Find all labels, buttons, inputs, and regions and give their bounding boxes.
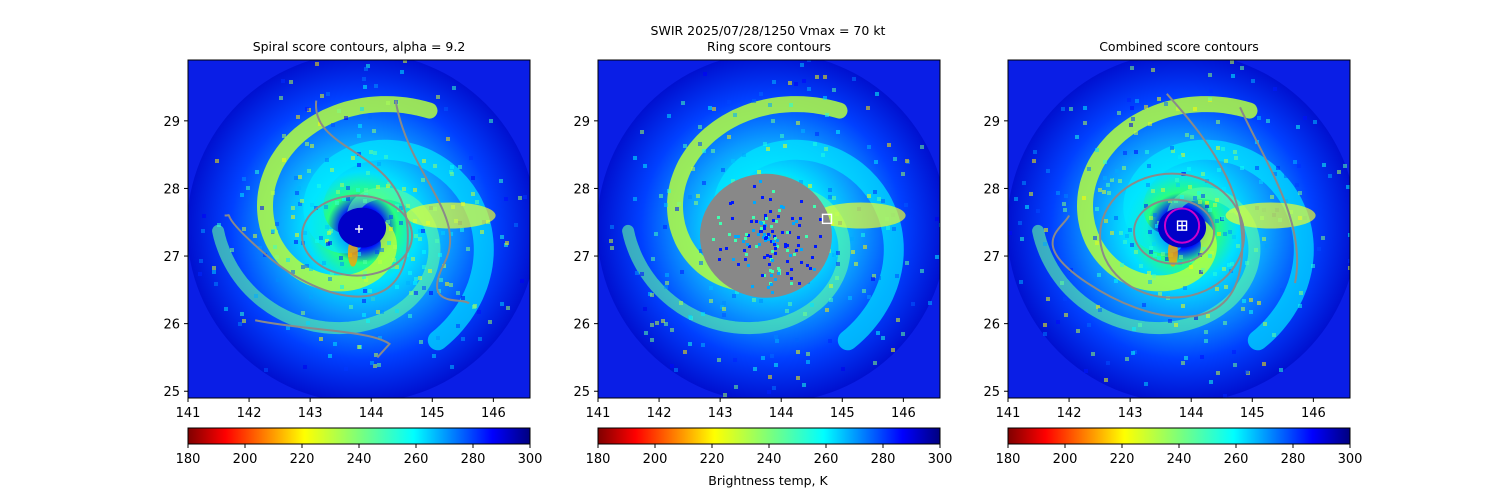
x-tick-label: 146	[481, 406, 506, 421]
panel-1: Spiral score contours, alpha = 9.2 141 142…	[163, 39, 531, 421]
colorbar-tick-label: 220	[700, 452, 725, 467]
panel-3: Combined score contours 141 142 143 144 145 14…	[983, 39, 1351, 421]
y-tick-label: 28	[983, 182, 1000, 197]
score-contours	[1051, 93, 1299, 318]
y-tick-label: 25	[983, 385, 1000, 400]
colorbar-tick-label: 260	[404, 452, 429, 467]
x-tick-label: 144	[1179, 406, 1204, 421]
y-tick-label: 29	[983, 115, 1000, 130]
colorbar-tick-label: 180	[176, 452, 201, 467]
center-marker	[821, 213, 833, 225]
x-tick-label: 145	[420, 406, 445, 421]
colorbar-tick-label: 240	[1167, 452, 1192, 467]
x-tick-label: 143	[298, 406, 323, 421]
y-tick-label: 29	[573, 115, 590, 130]
colorbar-tick-label: 220	[1110, 452, 1135, 467]
score-contours	[224, 100, 470, 359]
y-tick-label: 29	[163, 115, 180, 130]
colorbar-tick-label: 220	[290, 452, 315, 467]
x-tick-label: 146	[1301, 406, 1326, 421]
x-tick-label: 145	[1240, 406, 1265, 421]
colorbar-tick-label: 240	[757, 452, 782, 467]
x-tick-label: 142	[237, 406, 262, 421]
colorbar-tick-label: 200	[1053, 452, 1078, 467]
x-tick-label: 144	[769, 406, 794, 421]
score-contours	[699, 173, 832, 298]
colorbar-tick-label: 300	[928, 452, 953, 467]
y-tick-label: 26	[163, 318, 180, 333]
x-tick-label: 144	[359, 406, 384, 421]
axes-frame	[597, 59, 941, 399]
x-tick-label: 146	[891, 406, 916, 421]
center-marker	[355, 225, 363, 233]
panel-title: Spiral score contours, alpha = 9.2	[253, 39, 466, 54]
y-tick-label: 27	[573, 250, 590, 265]
x-tick-label: 143	[1118, 406, 1143, 421]
colorbar-tick-label: 300	[518, 452, 543, 467]
panel-title: Ring score contours	[707, 39, 831, 54]
ring-contour-cluster	[699, 173, 832, 298]
colorbar-gradient	[187, 427, 531, 445]
y-tick-label: 27	[163, 250, 180, 265]
x-tick-label: 141	[586, 406, 611, 421]
x-tick-label: 141	[996, 406, 1021, 421]
colorbar-tick-label: 280	[461, 452, 486, 467]
y-tick-label: 25	[163, 385, 180, 400]
x-tick-label: 145	[830, 406, 855, 421]
colorbar-2: 180 200 220 240 260 280 300	[586, 427, 953, 467]
eye-circle	[1163, 207, 1201, 244]
x-tick-label: 142	[1057, 406, 1082, 421]
colorbar-tick-label: 260	[1224, 452, 1249, 467]
y-tick-label: 28	[573, 182, 590, 197]
center-marker	[1176, 220, 1188, 231]
y-tick-label: 27	[983, 250, 1000, 265]
axes-frame	[1007, 59, 1351, 399]
x-tick-label: 141	[176, 406, 201, 421]
colorbar-1: 180 200 220 240 260 280 300	[176, 427, 543, 467]
colorbar-tick-label: 300	[1338, 452, 1363, 467]
colorbar-tick-label: 280	[1281, 452, 1306, 467]
colorbar-3: 180 200 220 240 260 280 300	[996, 427, 1363, 467]
colorbar-tick-label: 200	[643, 452, 668, 467]
y-tick-label: 28	[163, 182, 180, 197]
y-tick-label: 26	[983, 318, 1000, 333]
brightness-heatmap	[188, 60, 530, 398]
suptitle: SWIR 2025/07/28/1250 Vmax = 70 kt	[651, 23, 886, 38]
panel-2: Ring score contours 141 142 143 144 145 146 25 2…	[573, 39, 941, 421]
colorbar-tick-label: 280	[871, 452, 896, 467]
y-tick-label: 26	[573, 318, 590, 333]
panel-title: Combined score contours	[1099, 39, 1259, 54]
y-tick-label: 25	[573, 385, 590, 400]
colorbar-tick-label: 180	[996, 452, 1021, 467]
axes-frame	[187, 59, 531, 399]
colorbar-tick-label: 240	[347, 452, 372, 467]
brightness-heatmap	[1008, 60, 1350, 398]
colorbar-tick-label: 260	[814, 452, 839, 467]
colorbar-tick-label: 180	[586, 452, 611, 467]
x-tick-label: 143	[708, 406, 733, 421]
x-tick-label: 142	[647, 406, 672, 421]
colorbar-tick-label: 200	[233, 452, 258, 467]
colorbar-label: Brightness temp, K	[708, 473, 828, 488]
colorbar-gradient	[1007, 427, 1351, 445]
colorbar-gradient	[597, 427, 941, 445]
